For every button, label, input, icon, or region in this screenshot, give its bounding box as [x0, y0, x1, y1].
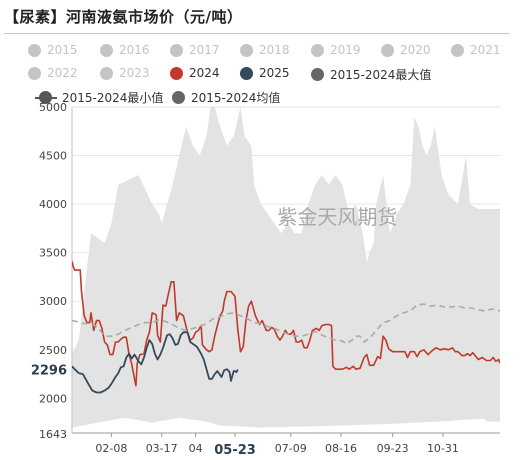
legend-marker-icon [311, 43, 324, 57]
legend-marker-icon [35, 91, 57, 104]
legend-marker-icon [100, 66, 113, 80]
title-divider [4, 33, 510, 34]
legend-marker-icon [172, 91, 185, 104]
watermark: 紫金天风期货 [277, 205, 397, 229]
y-tick-label: 4500 [39, 150, 67, 163]
legend-marker-icon [28, 66, 41, 80]
x-tick-label: 10-31 [427, 442, 459, 455]
legend-label: 2021 [470, 43, 501, 57]
legend-marker-icon [240, 66, 253, 80]
series-line-2024 [72, 261, 500, 387]
x-tick-label: 09-23 [377, 442, 409, 455]
legend-marker-icon [100, 43, 113, 57]
x-tick-label: 03-17 [146, 442, 178, 455]
x-tick-label: 07-09 [275, 442, 307, 455]
legend-item-2018[interactable]: 2018 [240, 43, 290, 57]
legend-item-2016[interactable]: 2016 [100, 43, 150, 57]
legend-marker-icon [451, 43, 464, 57]
legend-label: 2015-2024最小值 [62, 91, 164, 105]
legend-item-2015[interactable]: 2015 [28, 43, 78, 57]
legend-marker-icon [28, 43, 41, 57]
legend-item-2025[interactable]: 2025 [240, 66, 290, 80]
y-tick-label: 3000 [39, 295, 67, 308]
legend-item-2019[interactable]: 2019 [311, 43, 361, 57]
legend-label: 2023 [119, 66, 150, 80]
legend-label: 2025 [259, 66, 290, 80]
legend-label: 2017 [189, 43, 220, 57]
legend-item-2024[interactable]: 2024 [170, 66, 220, 80]
y-tick-label: 2500 [39, 344, 67, 357]
legend-label: 2016 [119, 43, 150, 57]
legend-marker-icon [240, 43, 253, 57]
legend-marker-icon [381, 43, 394, 57]
y-tick-label: 2000 [39, 392, 67, 405]
series-line-2025 [72, 331, 239, 394]
y-tick-label: 5000 [39, 101, 67, 114]
legend-marker-icon [170, 43, 183, 57]
legend-label: 2022 [47, 66, 78, 80]
min-max-band [72, 107, 500, 428]
legend-item-2015-2024最小值[interactable]: 2015-2024最小值 [35, 89, 163, 106]
legend-marker-icon [170, 66, 183, 80]
legend-label: 2015 [47, 43, 78, 57]
legend-marker-icon [311, 68, 324, 81]
series-line-2015-2024均值 [72, 303, 500, 345]
x-tick-label: 02-08 [95, 442, 127, 455]
chart-legend: 2015 2016 2017 2018 2019 2020 2021 2022 2023 2024… [0, 0, 531, 110]
y-tick-label: 4000 [39, 198, 67, 211]
legend-item-2015-2024最大值[interactable]: 2015-2024最大值 [311, 66, 431, 83]
legend-item-2021[interactable]: 2021 [451, 43, 501, 57]
legend-item-2022[interactable]: 2022 [28, 66, 78, 80]
y-tick-label: 1643 [39, 428, 67, 441]
legend-label: 2020 [400, 43, 431, 57]
legend-label: 2015-2024均值 [191, 91, 281, 105]
legend-label: 2015-2024最大值 [330, 68, 432, 82]
chart-title: 【尿素】河南液氨市场价（元/吨） [4, 8, 243, 26]
x-tick-label: 04 [189, 442, 203, 455]
legend-label: 2019 [330, 43, 361, 57]
y-tick-label: 3500 [39, 247, 67, 260]
legend-item-2020[interactable]: 2020 [381, 43, 431, 57]
x-tick-label: 05-23 [214, 443, 256, 458]
legend-item-2023[interactable]: 2023 [100, 66, 150, 80]
legend-label: 2018 [259, 43, 290, 57]
legend-label: 2024 [189, 66, 220, 80]
y-current-value-label: 2296 [31, 364, 67, 379]
legend-item-2015-2024均值[interactable]: 2015-2024均值 [172, 89, 280, 106]
legend-item-2017[interactable]: 2017 [170, 43, 220, 57]
x-tick-label: 08-16 [325, 442, 357, 455]
